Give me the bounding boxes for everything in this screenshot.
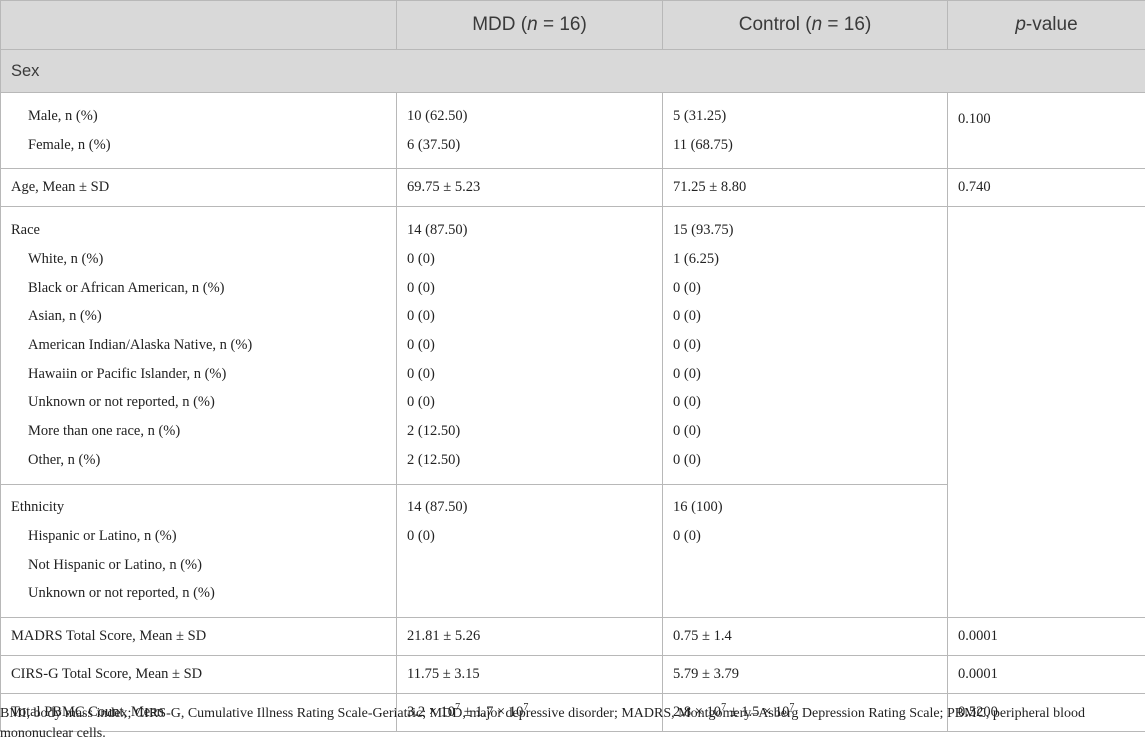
table-row: MADRS Total Score, Mean ± SD 21.81 ± 5.2… — [1, 618, 1145, 656]
mdd-value: 6 (37.50) — [397, 131, 663, 169]
row-label: Hispanic or Latino, n (%) — [1, 522, 397, 551]
row-label: Male, n (%) — [1, 93, 397, 131]
row-label: Ethnicity — [1, 484, 397, 522]
control-value: 71.25 ± 8.80 — [663, 169, 948, 207]
control-value: 15 (93.75) — [663, 207, 948, 245]
row-label: American Indian/Alaska Native, n (%) — [1, 331, 397, 360]
row-label: Hawaiin or Pacific Islander, n (%) — [1, 360, 397, 389]
table-footnote: BMI, body mass index; CIRS-G, Cumulative… — [0, 704, 1140, 744]
mdd-value: 0 (0) — [397, 522, 663, 551]
control-value: 0 (0) — [663, 522, 948, 551]
control-value: 0 (0) — [663, 331, 948, 360]
mdd-value: 21.81 ± 5.26 — [397, 618, 663, 656]
control-value: 0 (0) — [663, 360, 948, 389]
row-label: More than one race, n (%) — [1, 417, 397, 446]
control-value: 0 (0) — [663, 274, 948, 303]
p-value: 0.0001 — [948, 618, 1145, 656]
control-value: 11 (68.75) — [663, 131, 948, 169]
control-value — [663, 580, 948, 618]
control-value: 0.75 ± 1.4 — [663, 618, 948, 656]
header-pvalue: p-value — [948, 1, 1145, 50]
row-label: Age, Mean ± SD — [1, 169, 397, 207]
mdd-value — [397, 580, 663, 618]
row-label: Not Hispanic or Latino, n (%) — [1, 551, 397, 580]
table-row: Male, n (%) 10 (62.50) 5 (31.25) 0.100 — [1, 93, 1145, 131]
p-value-empty — [948, 207, 1145, 618]
row-label: White, n (%) — [1, 245, 397, 274]
row-label: Female, n (%) — [1, 131, 397, 169]
control-value: 0 (0) — [663, 302, 948, 331]
header-control: Control (n = 16) — [663, 1, 948, 50]
control-value: 5 (31.25) — [663, 93, 948, 131]
row-label: Race — [1, 207, 397, 245]
row-label: Other, n (%) — [1, 446, 397, 484]
row-label: Unknown or not reported, n (%) — [1, 389, 397, 418]
p-value: 0.0001 — [948, 656, 1145, 694]
table-row: Age, Mean ± SD 69.75 ± 5.23 71.25 ± 8.80… — [1, 169, 1145, 207]
row-label: MADRS Total Score, Mean ± SD — [1, 618, 397, 656]
section-row-sex: Sex — [1, 50, 1145, 93]
header-row: MDD (n = 16) Control (n = 16) p-value — [1, 1, 1145, 50]
control-value: 0 (0) — [663, 389, 948, 418]
mdd-value: 2 (12.50) — [397, 417, 663, 446]
mdd-value: 0 (0) — [397, 360, 663, 389]
mdd-value — [397, 551, 663, 580]
mdd-value: 14 (87.50) — [397, 484, 663, 522]
p-value: 0.100 — [948, 93, 1145, 169]
mdd-value: 10 (62.50) — [397, 93, 663, 131]
table-row: Race 14 (87.50) 15 (93.75) — [1, 207, 1145, 245]
table-row: CIRS-G Total Score, Mean ± SD 11.75 ± 3.… — [1, 656, 1145, 694]
mdd-value: 2 (12.50) — [397, 446, 663, 484]
control-value — [663, 551, 948, 580]
header-blank — [1, 1, 397, 50]
row-label: Unknown or not reported, n (%) — [1, 580, 397, 618]
control-value: 0 (0) — [663, 446, 948, 484]
section-label-sex: Sex — [1, 50, 1145, 93]
mdd-value: 0 (0) — [397, 245, 663, 274]
p-value-text: 0.100 — [958, 102, 1135, 128]
row-label: Asian, n (%) — [1, 302, 397, 331]
mdd-value: 0 (0) — [397, 331, 663, 360]
p-value: 0.740 — [948, 169, 1145, 207]
control-value: 0 (0) — [663, 417, 948, 446]
row-label: CIRS-G Total Score, Mean ± SD — [1, 656, 397, 694]
row-label: Black or African American, n (%) — [1, 274, 397, 303]
control-value: 16 (100) — [663, 484, 948, 522]
mdd-value: 69.75 ± 5.23 — [397, 169, 663, 207]
control-value: 5.79 ± 3.79 — [663, 656, 948, 694]
mdd-value: 11.75 ± 3.15 — [397, 656, 663, 694]
mdd-value: 14 (87.50) — [397, 207, 663, 245]
control-value: 1 (6.25) — [663, 245, 948, 274]
mdd-value: 0 (0) — [397, 389, 663, 418]
mdd-value: 0 (0) — [397, 274, 663, 303]
mdd-value: 0 (0) — [397, 302, 663, 331]
header-mdd: MDD (n = 16) — [397, 1, 663, 50]
